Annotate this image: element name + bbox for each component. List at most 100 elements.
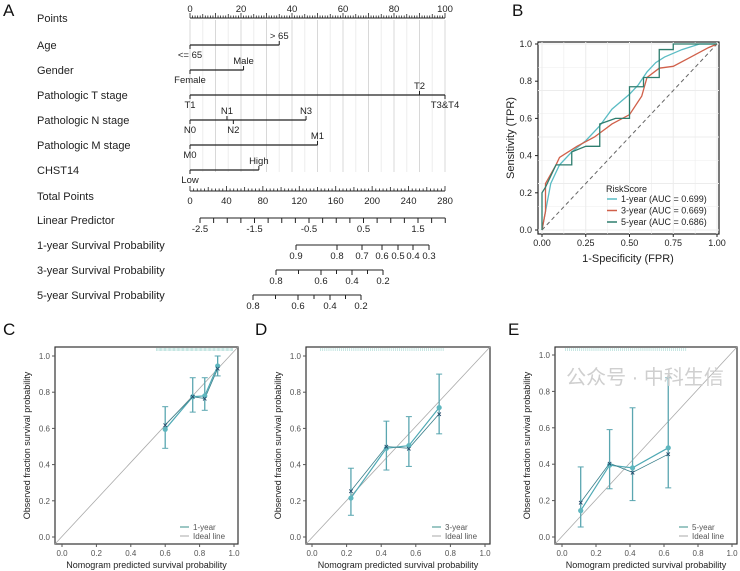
row-label-0: Points: [37, 13, 68, 25]
ideal-line: [305, 346, 491, 545]
x-tick-label: 1.0: [726, 549, 738, 558]
y-tick-label: 0.0: [39, 533, 51, 542]
calibration-chart-3-year: × × × × 0.0 0.0 0.2 0.2 0.4 0.4 0.6 0.6 0.8 0.8 1.0 1.0…: [273, 346, 491, 570]
tick-label: 280: [437, 196, 453, 207]
y-tick-label: 0.6: [519, 113, 532, 123]
legend-label: Ideal line: [692, 532, 725, 541]
observed-point: [202, 393, 208, 399]
tick-label: 40: [287, 4, 298, 15]
corrected-mark: ×: [630, 468, 635, 477]
level-label-T3&T4: T3&T4: [431, 100, 460, 111]
x-tick-label: 0.8: [445, 549, 457, 558]
tick-label: 200: [364, 196, 380, 207]
level-label-High: High: [249, 156, 269, 167]
panel-label: D: [255, 320, 267, 339]
y-tick-label: 0.2: [290, 497, 302, 506]
ideal-line: [554, 346, 738, 545]
observed-point: [215, 363, 221, 369]
y-tick-label: 0.8: [290, 388, 302, 397]
observed-point: [578, 508, 584, 514]
y-tick-label: 0.8: [519, 76, 532, 86]
observed-line: [580, 447, 669, 511]
observed-point: [406, 442, 412, 449]
observed-point: [607, 462, 613, 468]
row-label-8: Linear Predictor: [37, 215, 115, 227]
y-tick-label: 0.0: [539, 533, 551, 542]
y-tick-label: 0.8: [39, 388, 51, 397]
observed-point: [436, 404, 442, 411]
legend-label: 1-year: [193, 523, 216, 532]
tick-label: -1.5: [246, 224, 262, 235]
tick-label: 80: [389, 4, 400, 15]
y-tick-label: 1.0: [539, 351, 551, 360]
tick-label: 0.4: [406, 251, 419, 262]
y-tick-label: 1.0: [519, 39, 532, 49]
tick-label: 1.5: [411, 224, 424, 235]
level-label-> 65: > 65: [270, 31, 289, 42]
tick-label: 20: [236, 4, 247, 15]
diagonal-reference: [541, 43, 718, 231]
roc-line-3: [541, 43, 717, 230]
x-tick-label: 0.8: [194, 549, 206, 558]
row-label-10: 3-year Survival Probability: [37, 265, 165, 277]
tick-label: 40: [221, 196, 232, 207]
tick-label: 0.5: [391, 251, 404, 262]
legend-label: Ideal line: [193, 532, 226, 541]
x-tick-label: 0.2: [341, 549, 353, 558]
legend-label: 3-year: [445, 523, 468, 532]
y-axis-label: Observed fraction survival probability: [22, 371, 32, 519]
x-tick-label: 0.4: [125, 549, 137, 558]
level-label-<= 65: <= 65: [178, 50, 202, 61]
observed-point: [383, 445, 389, 451]
corrected-mark: ×: [349, 487, 354, 496]
roc-line-2: [541, 43, 718, 231]
watermark: 公众号 · 中科生信: [566, 366, 724, 389]
level-label-Low: Low: [181, 175, 199, 186]
x-axis-label: Nomogram predicted survival probability: [566, 560, 727, 570]
observed-line: [350, 407, 440, 499]
x-axis-label: Nomogram predicted survival probability: [66, 560, 227, 570]
corrected-mark: ×: [437, 410, 442, 419]
observed-point: [162, 426, 168, 432]
row-label-11: 5-year Survival Probability: [37, 290, 165, 302]
calibration-chart-1-year: × × × × 0.0 0.0 0.2 0.2 0.4 0.4 0.6 0.6 0.8 0.8 1.0 1.0…: [22, 346, 240, 570]
corrected-mark: ×: [215, 365, 220, 374]
corrected-mark: ×: [407, 444, 412, 453]
y-tick-label: 0.6: [39, 424, 51, 433]
roc-chart: 0.00 0.25 0.50 0.75 1.00 0.0 0.2 0.4 0.6 0.8 1.0 1-…: [505, 39, 726, 265]
tick-label: 0.7: [355, 251, 368, 262]
observed-point: [348, 495, 354, 501]
x-tick-label: 0.25: [577, 238, 595, 248]
legend-label-2: 3-year (AUC = 0.669): [621, 206, 707, 216]
y-axis-label: Sensitivity (TPR): [505, 97, 517, 179]
y-tick-label: 0.4: [39, 461, 51, 470]
tick-label: 0.6: [314, 276, 327, 287]
tick-label: 0.2: [354, 301, 367, 312]
y-tick-label: 0.8: [539, 387, 551, 396]
corrected-mark: ×: [163, 421, 168, 430]
x-tick-label: 0.8: [692, 549, 704, 558]
x-axis-label: 1-Specificity (FPR): [582, 253, 674, 265]
corrected-mark: ×: [578, 498, 583, 507]
x-tick-label: 0.2: [91, 549, 103, 558]
tick-label: 240: [401, 196, 417, 207]
y-tick-label: 0.0: [519, 225, 532, 235]
corrected-line: [580, 453, 669, 503]
tick-label: 0.4: [323, 301, 336, 312]
level-label-N3: N3: [300, 106, 312, 117]
y-tick-label: 0.6: [539, 424, 551, 433]
y-tick-label: 0.6: [290, 424, 302, 433]
tick-label: 0.5: [357, 224, 370, 235]
tick-label: 60: [338, 4, 349, 15]
x-tick-label: 0.4: [376, 549, 388, 558]
level-label-N1: N1: [221, 106, 233, 117]
tick-label: 0: [187, 196, 192, 207]
level-label-N0: N0: [184, 125, 196, 136]
row-label-5: Pathologic M stage: [37, 140, 131, 152]
tick-label: 0.6: [375, 251, 388, 262]
y-tick-label: 0.4: [290, 461, 302, 470]
tick-label: -2.5: [192, 224, 208, 235]
level-label-Male: Male: [233, 56, 254, 67]
tick-label: -0.5: [301, 224, 317, 235]
